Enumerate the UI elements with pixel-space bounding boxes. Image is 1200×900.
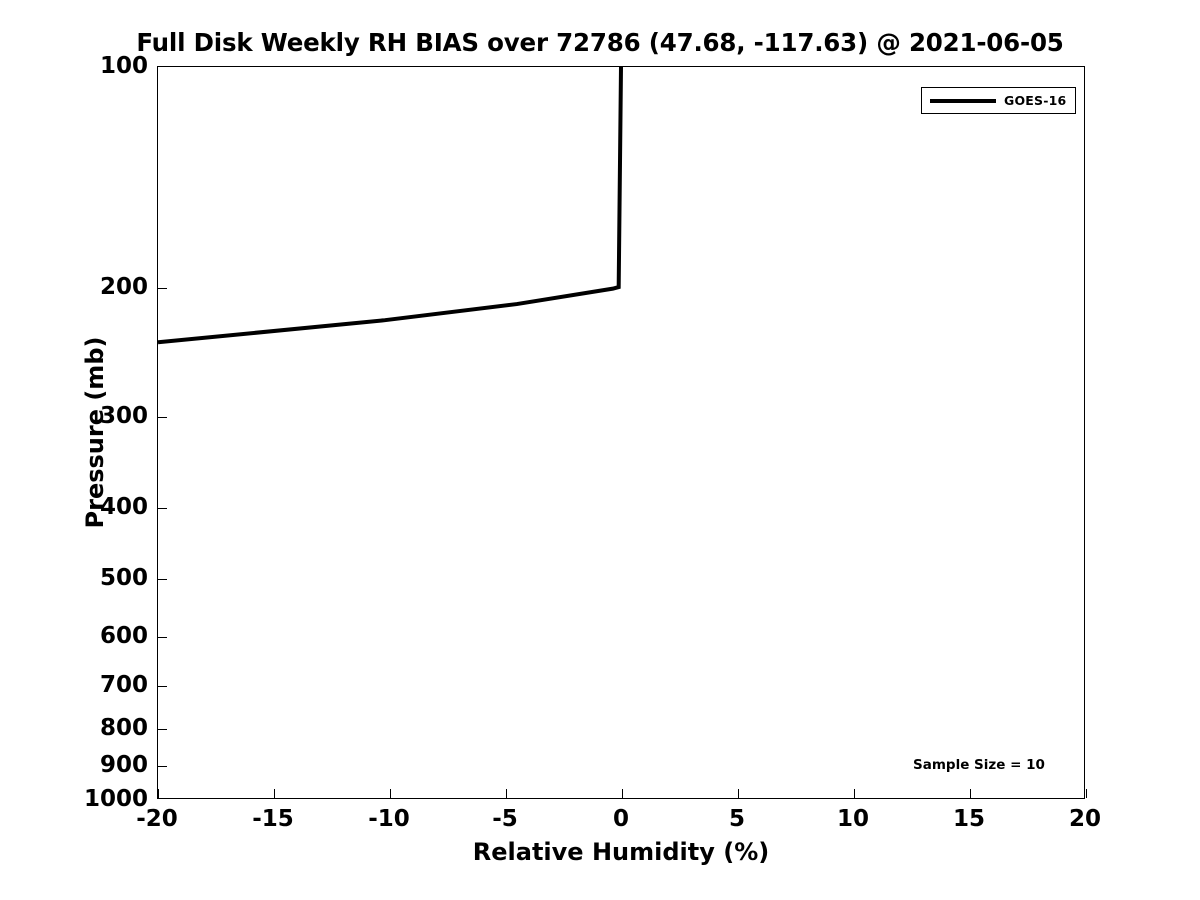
x-tick-label-0: 0 [612, 806, 630, 832]
y-tick-200 [158, 287, 167, 289]
x-tick-label-20: 20 [1068, 806, 1102, 832]
y-tick-label-800: 800 [99, 714, 148, 741]
x-tick-5 [738, 789, 739, 798]
data-series-layer [158, 67, 1084, 798]
x-tick--10 [390, 789, 391, 798]
y-tick-label-700: 700 [99, 672, 148, 699]
sample-size-annotation: Sample Size = 10 [913, 757, 1045, 773]
legend-label-goes-16: GOES-16 [1004, 93, 1067, 108]
x-tick-label-5: 5 [728, 806, 746, 832]
y-tick-900 [158, 766, 167, 768]
y-tick-700 [158, 686, 167, 688]
series-line-goes-16 [158, 67, 621, 342]
y-tick-label-600: 600 [99, 623, 148, 650]
x-tick-label--20: -20 [136, 806, 178, 832]
x-tick-label--5: -5 [492, 806, 518, 832]
x-tick-15 [970, 789, 971, 798]
y-tick-label-200: 200 [99, 273, 148, 300]
x-tick-0 [622, 789, 623, 798]
x-tick--20 [158, 789, 159, 798]
y-tick-800 [158, 728, 167, 730]
y-tick-500 [158, 579, 167, 581]
x-tick-label--10: -10 [368, 806, 410, 832]
y-tick-label-100: 100 [99, 53, 148, 79]
legend-line-swatch [930, 98, 996, 103]
y-tick-label-400: 400 [99, 494, 148, 521]
x-tick--15 [274, 789, 275, 798]
plot-area [157, 66, 1087, 799]
y-tick-label-1000: 1000 [83, 786, 148, 812]
x-tick-10 [854, 789, 855, 798]
chart-title: Full Disk Weekly RH BIAS over 72786 (47.… [136, 28, 1064, 57]
chart-legend: GOES-16 [921, 87, 1077, 114]
x-axis-label: Relative Humidity (%) [472, 838, 770, 866]
y-tick-label-900: 900 [99, 752, 148, 779]
y-tick-300 [158, 416, 167, 418]
x-tick-20 [1086, 789, 1087, 798]
y-tick-400 [158, 508, 167, 510]
x-tick-label-10: 10 [836, 806, 870, 832]
y-tick-600 [158, 637, 167, 639]
x-tick--5 [506, 789, 507, 798]
x-tick-label--15: -15 [252, 806, 294, 832]
x-tick-label-15: 15 [952, 806, 986, 832]
y-tick-label-500: 500 [99, 565, 148, 592]
y-tick-label-300: 300 [99, 402, 148, 429]
